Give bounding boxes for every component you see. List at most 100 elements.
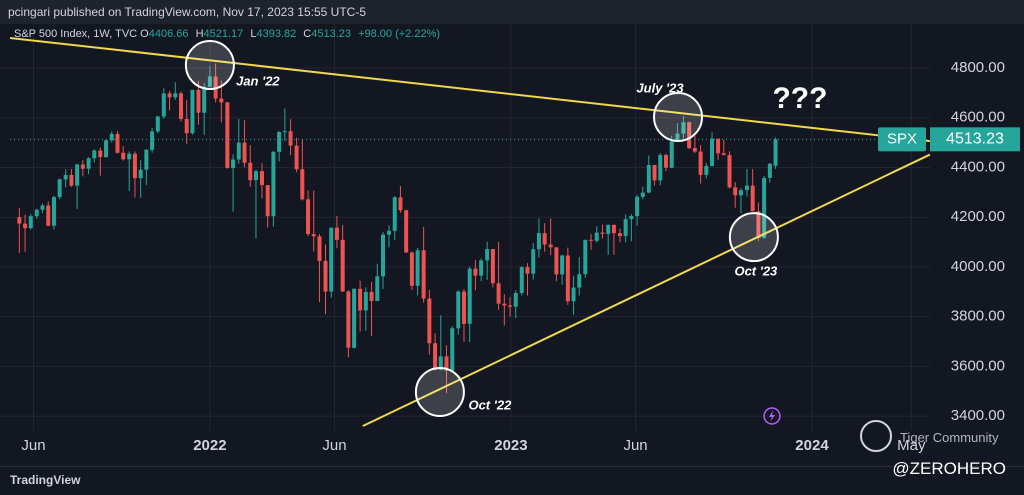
y-tick-label: 4000.00 <box>951 258 1005 275</box>
x-tick-label: 2022 <box>193 437 226 454</box>
y-tick-label: 4200.00 <box>951 208 1005 225</box>
candle-body <box>658 155 663 181</box>
candle-body <box>57 179 62 198</box>
publisher-bar: pcingari published on TradingView.com, N… <box>0 0 1024 24</box>
candle-body <box>490 249 495 284</box>
candle-body <box>334 227 339 240</box>
candle-body <box>456 291 461 329</box>
candle-body <box>387 230 392 235</box>
candle-body <box>184 118 189 134</box>
watermark: Tiger Community <box>900 430 998 445</box>
x-tick-label: Jun <box>21 437 45 454</box>
candle-body <box>346 291 351 348</box>
candle-body <box>104 140 109 158</box>
candle-body <box>161 93 166 117</box>
price-tag-label: 4513.23 <box>946 131 1004 148</box>
annotation-circle <box>653 92 704 143</box>
candle-body <box>554 247 559 275</box>
candle-body <box>404 210 409 253</box>
legend-close: 4513.23 <box>311 28 352 40</box>
candle-body <box>502 303 507 306</box>
candle-body <box>646 164 651 193</box>
candle-body <box>17 217 22 224</box>
candle-body <box>92 150 97 159</box>
publisher: pcingari published on TradingView.com, N… <box>8 5 366 19</box>
y-tick-label: 3600.00 <box>951 357 1005 374</box>
candle-body <box>271 151 276 217</box>
candle-body <box>738 190 743 196</box>
y-tick-label: 3800.00 <box>951 308 1005 325</box>
trendline <box>362 153 931 427</box>
candle-body <box>767 163 772 178</box>
candle-body <box>352 288 357 348</box>
community: Tiger Community <box>900 430 999 445</box>
candle-body <box>473 268 478 276</box>
candle-body <box>750 185 755 212</box>
candle-body <box>542 233 547 245</box>
candle-body <box>23 223 28 229</box>
candle-body <box>496 283 501 304</box>
annotation-circle <box>184 40 235 91</box>
candle-body <box>663 155 668 168</box>
candle-body <box>127 153 132 160</box>
candle-body <box>415 250 420 286</box>
candle-body <box>63 174 68 180</box>
legend-h: H <box>195 28 204 40</box>
candle-body <box>294 145 299 170</box>
candle-body <box>34 209 39 217</box>
candle-body <box>589 239 594 241</box>
candle-body <box>173 93 178 98</box>
candle-body <box>652 164 657 181</box>
candle-body <box>600 232 605 234</box>
y-tick-label: 4400.00 <box>951 158 1005 175</box>
candle-body <box>202 86 207 113</box>
y-tick-label: 4800.00 <box>951 59 1005 76</box>
candle-body <box>115 133 120 153</box>
candle-body <box>207 76 212 87</box>
candle-body <box>716 138 721 154</box>
candle-body <box>513 293 518 307</box>
annotation-label: ??? <box>772 82 827 115</box>
candle-body <box>427 298 432 344</box>
candle-body <box>635 196 640 216</box>
candle-body <box>311 234 316 237</box>
candle-body <box>109 133 114 141</box>
candle-body <box>51 197 56 226</box>
candle-body <box>479 260 484 276</box>
candle-body <box>508 305 513 307</box>
legend-change: +98.00 (+2.22%) <box>358 28 441 40</box>
annotation-circle <box>728 212 779 263</box>
candle-body <box>687 122 692 149</box>
candle-body <box>277 131 282 152</box>
candle-body <box>196 89 201 113</box>
candle-body <box>525 267 530 274</box>
candle-body <box>692 148 697 152</box>
legend-l: L <box>250 28 257 40</box>
lightning-icon <box>763 407 781 425</box>
candle-body <box>583 239 588 275</box>
candle-body <box>242 142 247 163</box>
candle-body <box>698 151 703 175</box>
candle-body <box>617 233 622 237</box>
candle-body <box>577 274 582 288</box>
candle-body <box>675 133 680 142</box>
legend: S&P 500 Index, 1W, TVC O4406.66 H4521.17… <box>14 28 444 40</box>
candle-body <box>536 233 541 250</box>
symbol-tag <box>878 127 926 152</box>
y-tick-label: 3400.00 <box>951 407 1005 424</box>
legend-low: 4393.82 <box>256 28 297 40</box>
candle-body <box>363 292 368 311</box>
brand: TradingView <box>10 473 81 487</box>
candle-body <box>640 192 645 197</box>
candle-body <box>86 158 91 169</box>
candle-body <box>629 215 634 220</box>
candle-body <box>565 255 570 302</box>
candle-body <box>253 171 258 181</box>
candle-body <box>190 89 195 134</box>
legend-name: S&P 500 Index, 1W, TVC <box>14 28 138 40</box>
candle-body <box>40 205 45 210</box>
legend-high: 4521.17 <box>203 28 244 40</box>
candle-body <box>773 139 778 166</box>
candle-body <box>155 116 160 132</box>
